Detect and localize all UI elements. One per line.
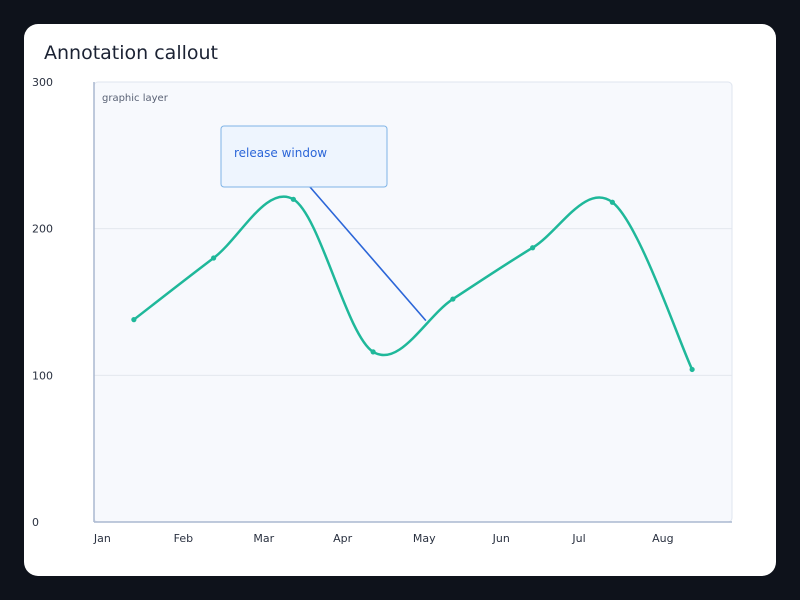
y-tick-label: 200 [32, 223, 53, 236]
data-point [609, 199, 615, 205]
data-point [689, 366, 695, 373]
y-tick-label: 0 [32, 516, 39, 529]
x-tick-label: Jul [571, 532, 585, 545]
data-point [290, 196, 296, 202]
chart-title: Annotation callout [44, 42, 218, 64]
data-point [370, 349, 376, 355]
data-point [530, 245, 536, 251]
annotation-callout-text: release window [234, 146, 327, 160]
x-tick-label: Apr [333, 532, 353, 545]
data-point [131, 317, 137, 323]
x-tick-label: Jan [93, 532, 111, 545]
annotation-leader-line [309, 186, 427, 322]
y-tick-label: 300 [32, 76, 53, 89]
data-point [450, 296, 456, 302]
data-point [211, 255, 217, 261]
x-tick-label: May [413, 532, 436, 545]
y-tick-label: 100 [32, 369, 53, 382]
x-tick-label: Aug [652, 532, 673, 545]
x-tick-label: Mar [253, 532, 274, 545]
graphic-layer-label: graphic layer [102, 93, 169, 104]
x-tick-label: Feb [174, 532, 193, 545]
x-tick-label: Jun [492, 532, 510, 545]
annotation-callout-box [220, 125, 388, 188]
plot-area [93, 81, 733, 523]
